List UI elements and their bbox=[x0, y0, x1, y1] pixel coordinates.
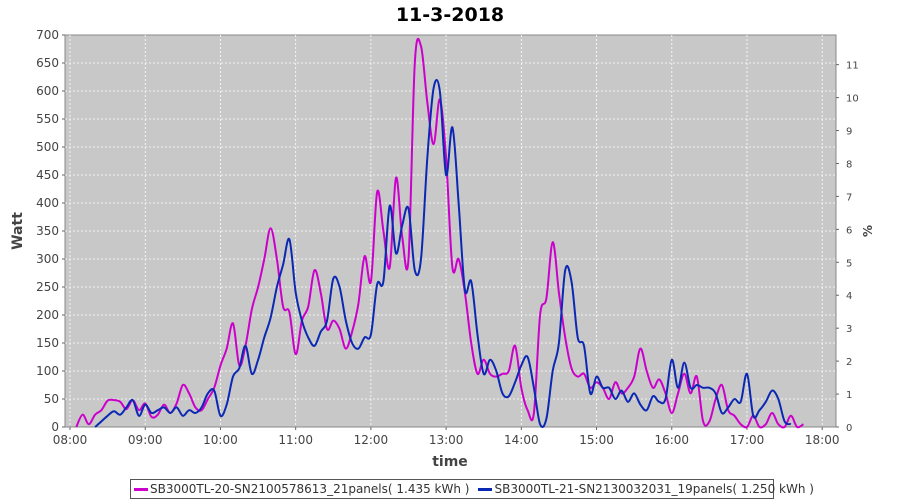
legend-item-series-2: SB3000TL-21-SN2130032031_19panels( 1.250… bbox=[478, 482, 814, 496]
x-tick-label: 12:00 bbox=[354, 433, 389, 447]
y-tick-label: 700 bbox=[36, 28, 59, 42]
y-tick-label: 150 bbox=[36, 336, 59, 350]
x-tick-label: 08:00 bbox=[53, 433, 88, 447]
y-tick-label: 100 bbox=[36, 364, 59, 378]
x-axis-label: time bbox=[432, 454, 468, 470]
axes: 0501001502002503003504004505005506006507… bbox=[36, 28, 859, 447]
y-tick-label: 550 bbox=[36, 112, 59, 126]
x-tick-label: 17:00 bbox=[730, 433, 765, 447]
y-tick-label: 500 bbox=[36, 140, 59, 154]
legend-swatch bbox=[134, 487, 148, 491]
x-tick-label: 16:00 bbox=[654, 433, 689, 447]
legend-label: SB3000TL-21-SN2130032031_19panels( 1.250… bbox=[494, 482, 814, 496]
y2-tick-label: 9 bbox=[846, 127, 852, 138]
legend: SB3000TL-20-SN2100578613_21panels( 1.435… bbox=[130, 479, 814, 499]
y-tick-label: 350 bbox=[36, 224, 59, 238]
y2-tick-label: 7 bbox=[846, 192, 852, 203]
y-tick-label: 0 bbox=[51, 420, 59, 434]
y2-tick-label: 8 bbox=[846, 159, 852, 170]
y-tick-label: 50 bbox=[44, 392, 59, 406]
y2-tick-label: 1 bbox=[846, 390, 852, 401]
y2-axis-label: % bbox=[861, 225, 875, 237]
legend-swatch bbox=[478, 487, 493, 491]
x-tick-label: 09:00 bbox=[128, 433, 163, 447]
y2-tick-label: 4 bbox=[846, 291, 852, 302]
series-group bbox=[75, 37, 804, 429]
y2-tick-label: 0 bbox=[846, 423, 852, 434]
y-tick-label: 300 bbox=[36, 252, 59, 266]
x-tick-label: 15:00 bbox=[579, 433, 614, 447]
y2-tick-label: 10 bbox=[846, 94, 859, 105]
y2-tick-label: 5 bbox=[846, 258, 852, 269]
x-tick-label: 13:00 bbox=[429, 433, 464, 447]
x-tick-label: 10:00 bbox=[203, 433, 238, 447]
series-line-2 bbox=[94, 78, 792, 429]
y-axis-label: Watt bbox=[10, 212, 26, 250]
y2-tick-label: 3 bbox=[846, 324, 852, 335]
y2-tick-label: 11 bbox=[846, 61, 859, 72]
x-tick-label: 18:00 bbox=[805, 433, 840, 447]
y-tick-label: 250 bbox=[36, 280, 59, 294]
chart-title: 11-3-2018 bbox=[395, 4, 505, 26]
y2-tick-label: 2 bbox=[846, 357, 852, 368]
legend-item-series-1: SB3000TL-20-SN2100578613_21panels( 1.435… bbox=[134, 482, 469, 496]
y-tick-label: 600 bbox=[36, 84, 59, 98]
y-tick-label: 400 bbox=[36, 196, 59, 210]
legend-label: SB3000TL-20-SN2100578613_21panels( 1.435… bbox=[150, 482, 470, 496]
y-tick-label: 200 bbox=[36, 308, 59, 322]
y-tick-label: 450 bbox=[36, 168, 59, 182]
y-tick-label: 650 bbox=[36, 56, 59, 70]
x-tick-label: 14:00 bbox=[504, 433, 539, 447]
x-tick-label: 11:00 bbox=[278, 433, 313, 447]
y2-tick-label: 6 bbox=[846, 225, 852, 236]
